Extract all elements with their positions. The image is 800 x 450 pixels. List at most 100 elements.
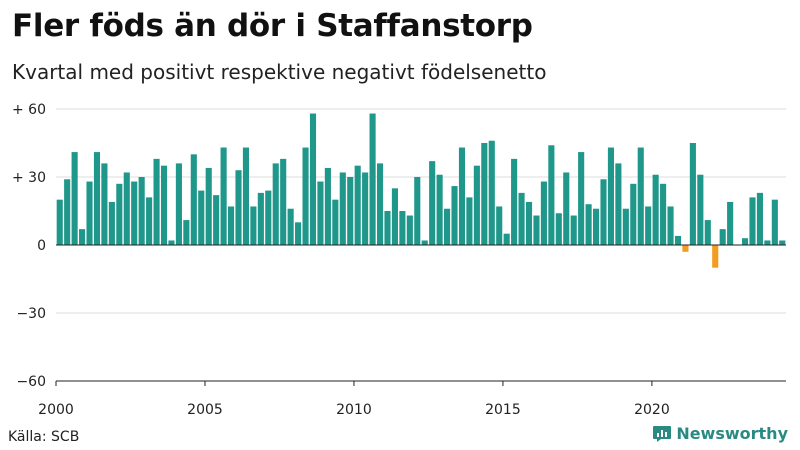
bar: [764, 240, 771, 245]
bar: [622, 208, 629, 245]
bar: [257, 192, 264, 245]
bar: [503, 233, 510, 245]
x-tick-label: 2000: [38, 402, 74, 418]
y-tick-label: + 60: [12, 102, 46, 118]
bar: [548, 145, 555, 245]
bar: [56, 199, 63, 245]
bar: [414, 177, 421, 245]
bar: [533, 215, 540, 245]
y-tick-label: −30: [16, 306, 46, 322]
bar: [272, 163, 279, 245]
bar: [473, 165, 480, 245]
bar: [615, 163, 622, 245]
bar: [749, 197, 756, 245]
chart-subtitle: Kvartal med positivt respektive negativt…: [12, 60, 547, 84]
bar: [667, 206, 674, 245]
chart-title: Fler föds än dör i Staffanstorp: [12, 8, 533, 44]
bar: [600, 179, 607, 245]
bar: [347, 177, 354, 245]
bar: [160, 165, 168, 245]
bar: [741, 238, 749, 245]
bar: [525, 201, 533, 245]
bar: [458, 147, 466, 245]
bar: [570, 215, 577, 245]
bar: [287, 208, 294, 245]
bar: [391, 188, 398, 245]
bar: [220, 147, 227, 245]
bar: [228, 206, 235, 245]
bar: [280, 158, 287, 245]
bar: [64, 179, 71, 245]
bar: [704, 220, 711, 245]
bar: [719, 229, 726, 245]
bar: [779, 240, 786, 245]
bar: [444, 208, 451, 245]
bar: [354, 165, 361, 245]
brand-name: Newsworthy: [676, 424, 788, 443]
bar-chart: + 60 + 30 0 −30 −60 2000 2005 2010 2015 2020: [12, 102, 786, 418]
bar: [190, 154, 197, 245]
bar: [295, 222, 302, 245]
bar: [518, 192, 525, 245]
bar: [652, 174, 659, 245]
bar: [123, 172, 130, 245]
bar: [332, 199, 339, 245]
x-tick-label: 2005: [187, 402, 223, 418]
bar: [93, 152, 101, 245]
bar: [511, 158, 518, 245]
bar: [607, 147, 614, 245]
bar: [242, 147, 249, 245]
bar: [645, 206, 652, 245]
bar: [265, 190, 272, 245]
bar: [674, 235, 682, 245]
bar: [317, 181, 324, 245]
bar: [198, 190, 205, 245]
bar: [153, 158, 160, 245]
bar: [399, 211, 406, 245]
bar: [682, 245, 689, 252]
bar: [689, 143, 696, 245]
bar: [213, 195, 220, 245]
brand-logo[interactable]: Newsworthy: [652, 424, 788, 443]
bar: [756, 192, 763, 245]
bar: [235, 170, 242, 245]
bar: [771, 199, 778, 245]
y-tick-label: 0: [37, 238, 46, 254]
bar: [71, 152, 78, 245]
bar: [309, 113, 317, 245]
y-tick-label: + 30: [12, 170, 46, 186]
bar: [302, 147, 309, 245]
bar: [466, 197, 473, 245]
bar: [496, 206, 503, 245]
bar: [630, 183, 637, 245]
bar: [175, 163, 182, 245]
bar: [429, 161, 436, 245]
bar: [585, 204, 592, 245]
bar: [101, 163, 108, 245]
bar: [205, 167, 212, 245]
x-tick-label: 2010: [336, 402, 372, 418]
bar: [421, 240, 428, 245]
bar: [481, 143, 488, 245]
bar-chart-logo-icon: [652, 425, 672, 443]
bar: [637, 147, 644, 245]
bar: [369, 113, 376, 245]
bar: [146, 197, 153, 245]
bar: [540, 181, 547, 245]
bar: [324, 167, 331, 245]
bar: [697, 174, 704, 245]
bar: [376, 163, 384, 245]
bar: [436, 174, 443, 245]
x-tick-label: 2015: [485, 402, 521, 418]
bar: [563, 172, 570, 245]
bar: [116, 183, 123, 245]
bar: [712, 245, 719, 268]
bar: [79, 229, 86, 245]
bar: [250, 206, 257, 245]
bar: [555, 213, 562, 245]
x-tick-label: 2020: [634, 402, 670, 418]
bar: [138, 177, 145, 245]
bar: [578, 152, 585, 245]
bar: [593, 208, 600, 245]
bar: [727, 201, 734, 245]
